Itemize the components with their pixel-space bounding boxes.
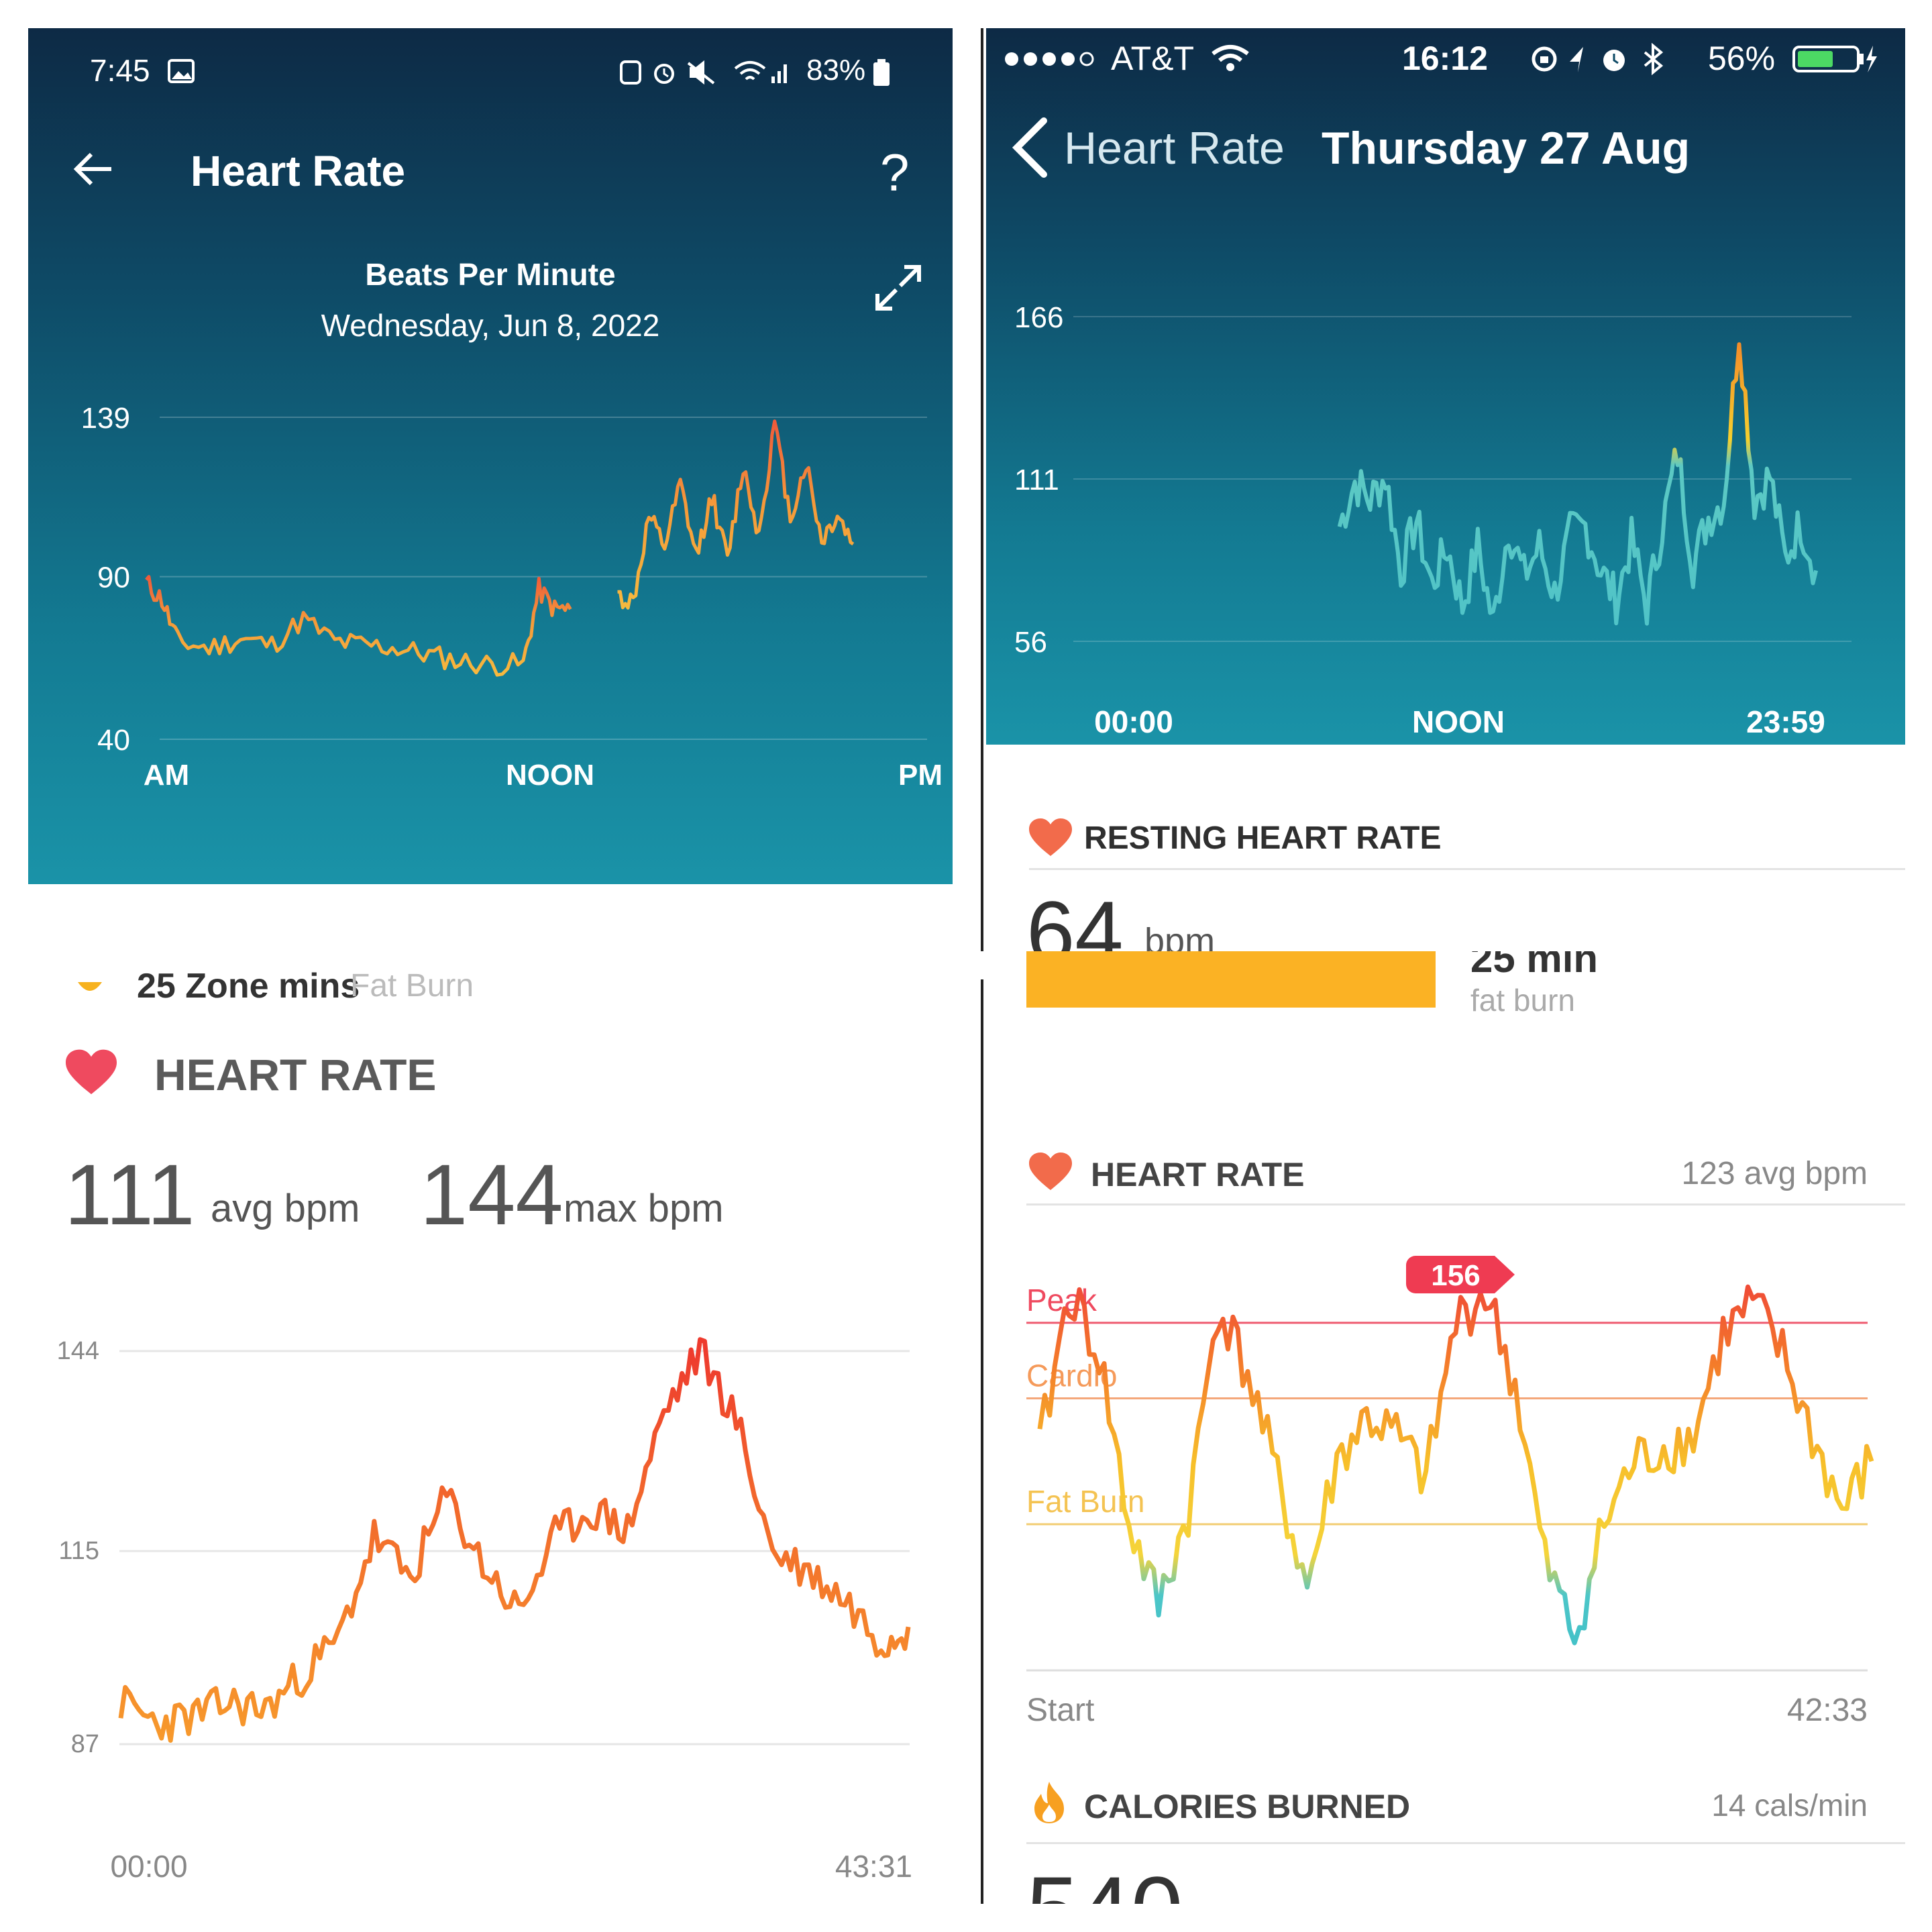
y-tick-label: 166 (1014, 301, 1063, 334)
heart-icon (1029, 1152, 1072, 1190)
status-carrier: AT&T (1111, 40, 1195, 77)
peak-badge-label: 156 (1431, 1259, 1480, 1292)
status-battery-percent: 56% (1708, 40, 1776, 77)
resting-value: 64 (1026, 883, 1124, 951)
heart-divider (1026, 1203, 1905, 1205)
zone-mins-sub: Fat Burn (350, 968, 474, 1004)
calories-rate: 14 cals/min (1711, 1788, 1868, 1823)
y-tick-label: 90 (97, 561, 130, 594)
chart-title: Beats Per Minute (365, 257, 616, 292)
page-title: Heart Rate (191, 147, 406, 195)
y-tick-label: 56 (1014, 626, 1047, 659)
calories-value: 540 (1026, 1856, 1183, 1904)
resting-divider (1029, 868, 1905, 870)
flame-icon (1034, 1782, 1064, 1823)
workout-heart-rate-chart: 144 115 87 00:00 43:31 (57, 1337, 912, 1884)
peak-badge (1406, 1256, 1515, 1293)
panel-divider-vertical (981, 979, 983, 1904)
heart-rate-series (617, 419, 855, 610)
y-tick-label: 87 (71, 1730, 99, 1758)
chart-background (986, 28, 1905, 745)
alarm-icon (620, 60, 715, 85)
y-tick-label: 144 (57, 1337, 99, 1365)
zone-bar (1026, 951, 1436, 1008)
heart-rate-chart: 166 111 56 00:00 NOON 23:59 (1014, 301, 1851, 739)
x-tick-label: 00:00 (1094, 704, 1173, 739)
zone-sub: fat burn (1470, 983, 1575, 1018)
x-tick-label: AM (144, 759, 189, 792)
avg-value: 111 (64, 1147, 195, 1243)
wifi-icon (1212, 45, 1249, 71)
section-title: HEART RATE (1091, 1156, 1305, 1193)
y-tick-label: 40 (97, 724, 130, 757)
x-tick-label: 00:00 (110, 1849, 187, 1884)
avg-unit: avg bpm (211, 1187, 360, 1230)
panel-android-heart-rate: 7:45 83% Heart Rate ? Beats Per Minute W… (28, 28, 953, 884)
section-title: HEART RATE (154, 1050, 437, 1099)
end-label: 42:33 (1786, 1693, 1868, 1728)
expand-icon[interactable] (872, 262, 924, 314)
calories-title: CALORIES BURNED (1084, 1788, 1411, 1825)
x-tick-label: PM (898, 759, 943, 792)
x-tick-label: NOON (506, 759, 594, 792)
avg-bpm: 123 avg bpm (1681, 1156, 1868, 1191)
panel-ios-heart-rate: AT&T 16:12 56% Heart Rate Thursday 27 Au… (986, 28, 1905, 951)
heart-icon (1029, 818, 1072, 856)
chart-date: Wednesday, Jun 8, 2022 (321, 308, 660, 343)
y-tick-label: 139 (81, 402, 130, 435)
resting-unit: bpm (1144, 921, 1216, 951)
x-tick-label: NOON (1412, 704, 1505, 739)
y-tick-label: 115 (58, 1537, 99, 1565)
heart-rate-series (1037, 1284, 1874, 1646)
back-arrow-icon[interactable] (71, 149, 115, 189)
panel-divider-vertical (981, 28, 983, 951)
zone-mins-label: 25 Zone mins (137, 967, 360, 1006)
heart-rate-chart: 139 90 40 AM NOON PM (81, 402, 943, 792)
panel-workout-heart-rate: 25 Zone mins Fat Burn HEART RATE 111 avg… (28, 951, 953, 1904)
panel-exercise-heart-rate: 25 min fat burn HEART RATE 123 avg bpm P… (986, 951, 1905, 1904)
back-chevron-icon[interactable] (1010, 117, 1051, 178)
status-time: 16:12 (1402, 40, 1488, 77)
max-value: 144 (420, 1147, 564, 1243)
calories-divider (1026, 1842, 1905, 1844)
image-icon (168, 59, 195, 83)
zone-value: 25 min (1470, 951, 1599, 981)
page-date-title: Thursday 27 Aug (1322, 123, 1690, 174)
x-tick-label: 43:31 (835, 1849, 912, 1884)
heart-icon (66, 1049, 117, 1095)
y-tick-label: 111 (1014, 464, 1059, 496)
resting-label: RESTING HEART RATE (1084, 820, 1442, 856)
x-tick-label: 23:59 (1746, 704, 1825, 739)
status-icons (1532, 43, 1664, 75)
wifi-icon (734, 61, 787, 83)
start-label: Start (1026, 1693, 1095, 1728)
zone-dot-icon (78, 982, 102, 991)
heart-rate-series (145, 575, 572, 677)
back-label[interactable]: Heart Rate (1064, 123, 1285, 174)
max-unit: max bpm (564, 1187, 724, 1230)
status-battery-percent: 83% (806, 54, 866, 87)
heart-rate-series (118, 1337, 911, 1743)
battery-icon (873, 59, 890, 86)
heart-rate-series (1337, 342, 1819, 626)
status-time: 7:45 (90, 53, 150, 88)
help-icon[interactable]: ? (880, 143, 910, 202)
battery-icon (1792, 46, 1877, 72)
signal-dots-icon (1005, 52, 1094, 66)
